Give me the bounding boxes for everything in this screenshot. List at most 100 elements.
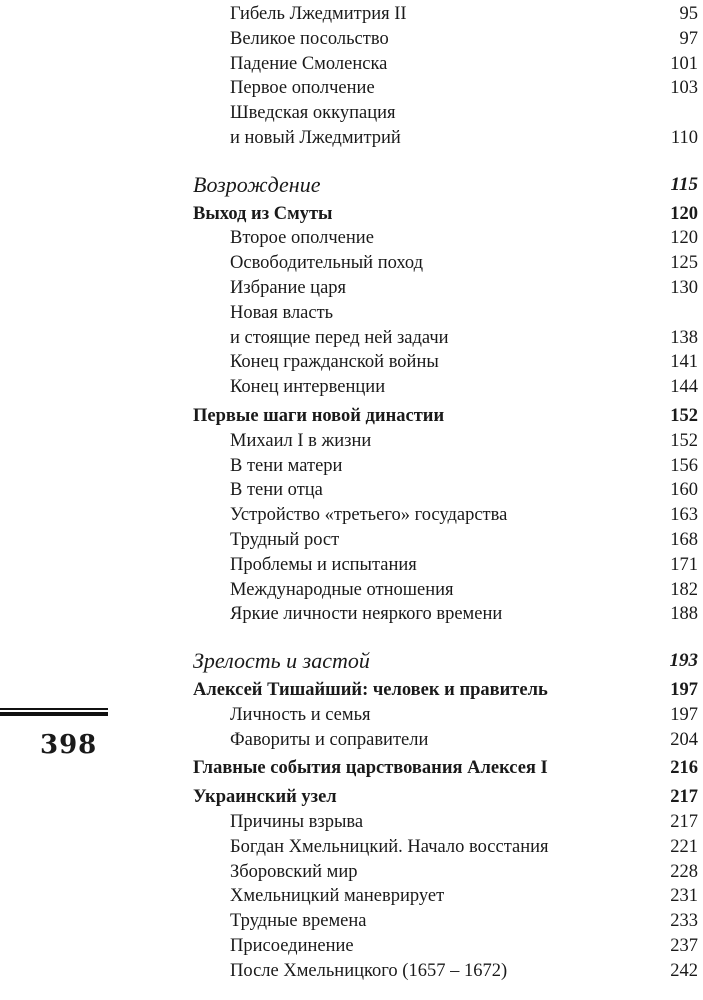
entry-title: и новый Лжедмитрий — [230, 127, 401, 148]
entry-page-number: 120 — [670, 228, 698, 249]
entry-page-number: 237 — [670, 935, 698, 956]
entry-title: Украинский узел — [193, 787, 337, 808]
toc-entry-sub: В тени матери 156 — [193, 454, 698, 479]
entry-page-number: 97 — [679, 28, 699, 49]
entry-page-number: 242 — [670, 960, 698, 981]
entry-title: Первое ополчение — [230, 78, 375, 99]
entry-title: Трудный рост — [230, 529, 340, 550]
toc-entry-sub: После Хмельницкого (1657 – 1672) 242 — [193, 959, 698, 984]
entry-title: Международные отношения — [230, 579, 454, 600]
entry-title: Конец интервенции — [230, 377, 386, 398]
entry-page-number: 120 — [670, 203, 698, 224]
toc-entry-sub: Присоединение 237 — [193, 934, 698, 959]
toc-entry-sub: Новая власть — [193, 301, 698, 326]
toc-entry-sub: Трудные времена 233 — [193, 909, 698, 934]
toc-entry-sub: Михаил I в жизни 152 — [193, 429, 698, 454]
entry-title: Устройство «третьего» государства — [230, 505, 508, 526]
entry-title: Второе ополчение — [230, 228, 374, 249]
entry-title: Личность и семья — [230, 704, 371, 725]
entry-title: Трудные времена — [230, 911, 367, 932]
entry-page-number: 233 — [670, 911, 698, 932]
entry-title: В тени матери — [230, 455, 343, 476]
toc-entry-sub: Богдан Хмельницкий. Начало восстания 221 — [193, 835, 698, 860]
entry-title: Хмельницкий маневрирует — [230, 886, 445, 907]
entry-page-number: 130 — [670, 277, 698, 298]
entry-title: Алексей Тишайший: человек и правитель — [193, 679, 548, 700]
entry-page-number: 204 — [670, 729, 698, 750]
entry-page-number: 156 — [670, 455, 698, 476]
entry-title: После Хмельницкого (1657 – 1672) — [230, 960, 508, 981]
entry-page-number: 115 — [670, 173, 698, 195]
toc-entry-sub: Причины взрыва 217 — [193, 810, 698, 835]
entry-title: Зрелость и застой — [193, 648, 370, 674]
toc-entry-sec: Выход из Смуты 120 — [193, 202, 698, 227]
entry-page-number: 110 — [670, 127, 698, 148]
entry-page-number: 197 — [670, 679, 698, 700]
entry-page-number: 103 — [670, 78, 698, 99]
toc-entry-sub: Устройство «третьего» государства 163 — [193, 503, 698, 528]
entry-title: Великое посольство — [230, 28, 389, 49]
entry-title: Освободительный поход — [230, 253, 424, 274]
entry-page-number: 216 — [670, 758, 698, 779]
entry-title: Падение Смоленска — [230, 53, 388, 74]
toc-entry-sub: Международные отношения 182 — [193, 578, 698, 603]
toc-entry-sub: Избрание царя 130 — [193, 276, 698, 301]
toc-entry-sec: Первые шаги новой династии 152 — [193, 404, 698, 429]
toc-entry-sub: Фавориты и соправители 204 — [193, 728, 698, 753]
toc-entry-sub: Конец интервенции 144 — [193, 375, 698, 400]
entry-title: Яркие личности неяркого времени — [230, 604, 503, 625]
entry-page-number: 141 — [670, 352, 698, 373]
toc-entry-sub: и стоящие перед ней задачи 138 — [193, 326, 698, 351]
entry-page-number: 125 — [670, 253, 698, 274]
toc-entry-sub: Великое посольство 97 — [193, 27, 698, 52]
entry-page-number: 163 — [670, 505, 698, 526]
entry-title: Фавориты и соправители — [230, 729, 429, 750]
entry-page-number: 197 — [670, 704, 698, 725]
entry-title: В тени отца — [230, 480, 323, 501]
entry-title: Избрание царя — [230, 277, 347, 298]
toc-entry-sub: Хмельницкий маневрирует 231 — [193, 884, 698, 909]
entry-title: Гибель Лжедмитрия II — [230, 4, 407, 24]
toc-entry-sub: Трудный рост 168 — [193, 528, 698, 553]
entry-title: Богдан Хмельницкий. Начало восстания — [230, 836, 549, 857]
entry-page-number: 152 — [670, 430, 698, 451]
toc-entry-sub: Проблемы и испытания 171 — [193, 553, 698, 578]
entry-title: Причины взрыва — [230, 811, 364, 832]
entry-title: Выход из Смуты — [193, 203, 333, 224]
entry-title: Новая власть — [230, 302, 334, 323]
entry-page-number: 231 — [670, 886, 698, 907]
toc-entry-sub: и новый Лжедмитрий 110 — [193, 126, 698, 151]
entry-title: Первые шаги новой династии — [193, 405, 445, 426]
toc-entry-part: Возрождение 115 — [193, 171, 698, 198]
entry-page-number: 182 — [670, 579, 698, 600]
entry-page-number: 101 — [670, 53, 698, 74]
folio-rule-thick — [0, 712, 108, 716]
entry-page-number: 171 — [670, 554, 698, 575]
entry-page-number: 152 — [670, 405, 698, 426]
entry-title: Возрождение — [193, 171, 321, 197]
toc-entry-sub: Личность и семья 197 — [193, 703, 698, 728]
entry-title: и стоящие перед ней задачи — [230, 327, 449, 348]
entry-page-number: 228 — [670, 861, 698, 882]
toc-entry-sub: Яркие личности неяркого времени 188 — [193, 602, 698, 627]
entry-page-number: 138 — [670, 327, 698, 348]
toc-entry-sub: Второе ополчение 120 — [193, 226, 698, 251]
toc-entry-part: Зрелость и застой 193 — [193, 648, 699, 674]
entry-page-number: 160 — [670, 480, 698, 501]
entry-page-number: 193 — [669, 650, 699, 672]
entry-page-number: 217 — [670, 787, 698, 808]
entry-page-number: 168 — [670, 529, 698, 550]
toc-entry-sub: В тени отца 160 — [193, 478, 698, 503]
toc-entry-sub: Гибель Лжедмитрия II 95 — [193, 2, 698, 27]
entry-title: Конец гражданской войны — [230, 352, 439, 373]
entry-title: Шведская оккупация — [230, 103, 396, 124]
entry-page-number: 221 — [670, 836, 698, 857]
table-of-contents: Гибель Лжедмитрия II 95 Великое посольство… — [193, 2, 698, 983]
entry-title: Главные события царствования Алексея I — [193, 758, 548, 779]
entry-page-number: 188 — [670, 604, 698, 625]
entry-title: Присоединение — [230, 935, 354, 956]
toc-entry-sub: Падение Смоленска 101 — [193, 52, 698, 77]
entry-title: Зборовский мир — [230, 861, 358, 882]
entry-page-number: 95 — [679, 4, 699, 24]
toc-entry-sub: Освободительный поход 125 — [193, 251, 698, 276]
